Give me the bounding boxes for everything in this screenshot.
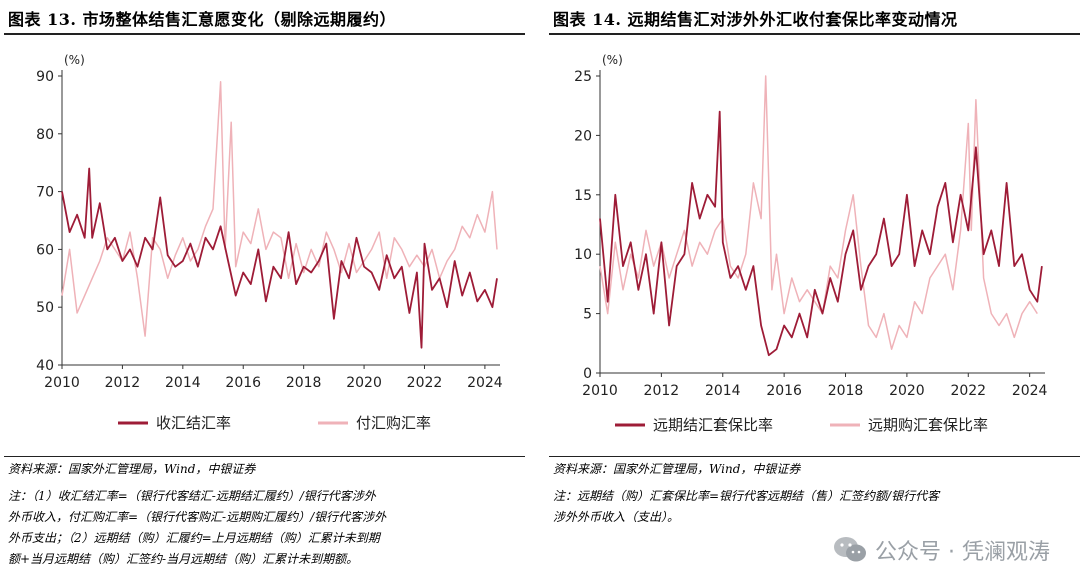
- left-note-line: 外币支出；（2）远期结（购）汇履约=上月远期结（购）汇累计未到期: [8, 531, 380, 545]
- y-tick-label: 5: [583, 307, 592, 323]
- right-chart: (%) 0 5 10 15 20 25 2010 2012 2014 2016 2018 2020 202…: [574, 53, 1048, 434]
- x-tick-label: 2018: [286, 375, 322, 391]
- y-tick-label: 40: [36, 358, 54, 374]
- x-tick-label: 2018: [828, 383, 864, 399]
- right-figure-title: 图表 14. 远期结售汇对涉外外汇收付套保比率变动情况: [553, 10, 958, 29]
- right-note: 注：远期结（购）汇套保比率=银行代客远期结（售）汇签约额/银行代客 涉外外币收入…: [553, 486, 1063, 528]
- x-tick-label: 2020: [346, 375, 382, 391]
- y-unit-label: (%): [602, 53, 623, 67]
- x-tick-label: 2022: [950, 383, 986, 399]
- left-note: 注：（1）收汇结汇率=（银行代客结汇-远期结汇履约）/银行代客涉外 外币收入，付…: [8, 486, 518, 570]
- wechat-icon: [834, 537, 867, 562]
- y-tick-label: 90: [36, 69, 54, 85]
- legend-label: 付汇购汇率: [356, 414, 431, 432]
- right-title-rule: [549, 33, 1080, 35]
- legend-label: 收汇结汇率: [156, 414, 231, 432]
- right-source: 资料来源：国家外汇管理局，Wind，中银证券: [553, 462, 801, 476]
- x-tick-label: 2024: [467, 375, 503, 391]
- left-note-line: 额+当月远期结（购）汇签约-当月远期结（购）汇累计未到期额。: [8, 552, 359, 566]
- legend-label: 远期结汇套保比率: [653, 416, 773, 434]
- y-unit-label: (%): [64, 53, 85, 67]
- series-line-secondary: [599, 75, 1038, 350]
- left-title-rule: [4, 33, 525, 35]
- series-line-primary: [61, 167, 498, 349]
- y-tick-label: 0: [583, 366, 592, 382]
- x-tick-label: 2014: [165, 375, 201, 391]
- right-note-line: 注：远期结（购）汇套保比率=银行代客远期结（售）汇签约额/银行代客: [553, 489, 940, 503]
- x-tick-label: 2014: [705, 383, 741, 399]
- y-tick-label: 70: [36, 185, 54, 201]
- left-panel: 图表 13. 市场整体结售汇意愿变化（剔除远期履约） (%) 40 50 60 70 80…: [0, 0, 525, 576]
- series-line-primary: [599, 110, 1043, 357]
- x-tick-label: 2016: [225, 375, 261, 391]
- left-chart: (%) 40 50 60 70 80 90 2010 2012 2014 2016 2018 2020 2…: [36, 53, 503, 432]
- legend-label: 远期购汇套保比率: [868, 416, 988, 434]
- y-tick-label: 60: [36, 242, 54, 258]
- series-line-secondary: [61, 81, 498, 337]
- x-tick-label: 2024: [1012, 383, 1048, 399]
- y-tick-label: 80: [36, 127, 54, 143]
- left-source-rule: [4, 456, 525, 457]
- y-tick-label: 10: [574, 247, 592, 263]
- watermark-label: 公众号 · 凭澜观涛: [875, 540, 1050, 565]
- left-figure-title: 图表 13. 市场整体结售汇意愿变化（剔除远期履约）: [8, 10, 396, 29]
- x-tick-label: 2022: [407, 375, 443, 391]
- left-note-line: 外币收入，付汇购汇率=（银行代客购汇-远期购汇履约）/银行代客涉外: [8, 510, 387, 524]
- x-tick-label: 2010: [44, 375, 80, 391]
- x-tick-label: 2016: [766, 383, 802, 399]
- left-source: 资料来源：国家外汇管理局，Wind，中银证券: [8, 462, 256, 476]
- y-tick-label: 25: [574, 69, 592, 85]
- y-tick-label: 15: [574, 188, 592, 204]
- right-note-line: 涉外外币收入（支出）。: [553, 510, 680, 524]
- x-tick-label: 2020: [889, 383, 925, 399]
- x-tick-label: 2012: [644, 383, 680, 399]
- x-tick-label: 2010: [582, 383, 618, 399]
- x-tick-label: 2012: [105, 375, 141, 391]
- left-note-line: 注：（1）收汇结汇率=（银行代客结汇-远期结汇履约）/银行代客涉外: [8, 489, 376, 503]
- right-source-rule: [549, 456, 1080, 457]
- y-tick-label: 20: [574, 128, 592, 144]
- y-tick-label: 50: [36, 300, 54, 316]
- watermark: 公众号 · 凭澜观涛: [833, 534, 1050, 566]
- right-panel: 图表 14. 远期结售汇对涉外外汇收付套保比率变动情况 (%) 0 5 10 15 20 2…: [545, 0, 1080, 576]
